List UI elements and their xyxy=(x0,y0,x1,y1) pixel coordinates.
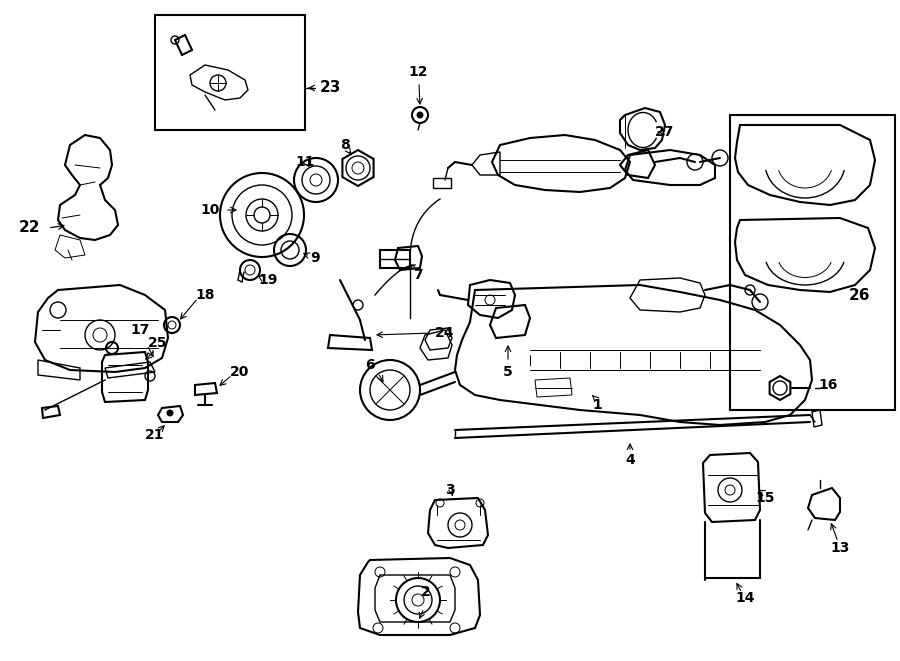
Text: 6: 6 xyxy=(365,358,374,372)
Circle shape xyxy=(167,410,173,416)
Text: 13: 13 xyxy=(831,541,850,555)
Text: 26: 26 xyxy=(850,288,871,303)
Text: 27: 27 xyxy=(655,125,675,139)
Bar xyxy=(380,250,410,268)
Text: 10: 10 xyxy=(201,203,220,217)
Text: 8: 8 xyxy=(340,138,350,152)
Text: 20: 20 xyxy=(230,365,249,379)
Text: 5: 5 xyxy=(503,365,513,379)
Text: 24: 24 xyxy=(436,326,454,340)
Text: 11: 11 xyxy=(295,155,315,169)
Text: 15: 15 xyxy=(755,491,775,505)
Text: 23: 23 xyxy=(320,81,341,95)
Text: 7: 7 xyxy=(413,268,423,282)
Text: 25: 25 xyxy=(148,336,167,350)
Text: 19: 19 xyxy=(258,273,278,287)
Text: 17: 17 xyxy=(130,323,149,337)
Text: 4: 4 xyxy=(626,453,634,467)
Text: 21: 21 xyxy=(145,428,165,442)
Text: 14: 14 xyxy=(735,591,755,605)
Text: 18: 18 xyxy=(195,288,215,302)
Text: 9: 9 xyxy=(310,251,320,265)
Bar xyxy=(433,178,451,188)
Text: 3: 3 xyxy=(446,483,454,497)
Bar xyxy=(730,115,895,410)
Circle shape xyxy=(417,112,423,118)
Text: 16: 16 xyxy=(818,378,838,392)
Bar xyxy=(155,15,305,130)
Text: 12: 12 xyxy=(409,65,428,79)
Text: 1: 1 xyxy=(592,398,602,412)
Text: 22: 22 xyxy=(19,221,40,235)
Text: 2: 2 xyxy=(421,585,431,599)
